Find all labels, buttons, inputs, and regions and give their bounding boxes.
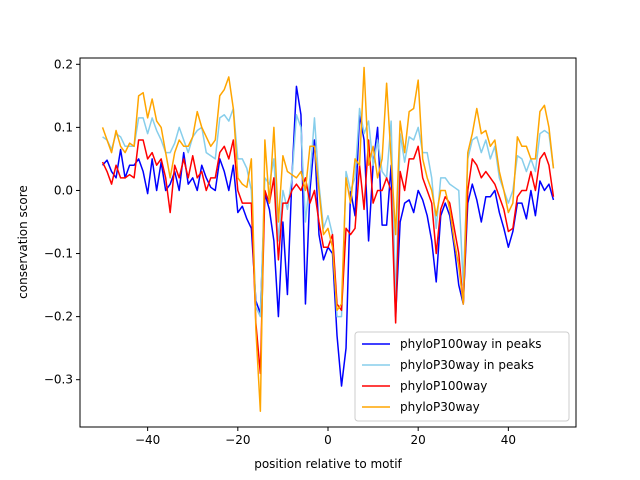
y-tick-label: −0.2 xyxy=(44,310,73,324)
legend-label: phyloP100way in peaks xyxy=(400,337,542,351)
legend-label: phyloP100way xyxy=(400,379,487,393)
y-tick-label: 0.1 xyxy=(54,120,73,134)
y-tick-label: 0.0 xyxy=(54,183,73,197)
y-tick-label: −0.1 xyxy=(44,247,73,261)
y-tick-label: −0.3 xyxy=(44,373,73,387)
legend: phyloP100way in peaks phyloP30way in peak… xyxy=(355,332,569,421)
x-tick-label: 0 xyxy=(324,433,332,447)
x-tick-label: 40 xyxy=(501,433,516,447)
y-tick-label: 0.2 xyxy=(54,57,73,71)
x-tick-label: −20 xyxy=(225,433,250,447)
y-axis-label: conservation score xyxy=(16,185,30,299)
x-axis-label: position relative to motif xyxy=(254,457,402,471)
x-tick-label: −40 xyxy=(135,433,160,447)
x-tick-label: 20 xyxy=(411,433,426,447)
line-chart: −40 −20 0 20 40 −0.3 −0.2 −0.1 0.0 0.1 0.2 positi… xyxy=(0,0,640,480)
legend-label: phyloP30way xyxy=(400,400,480,414)
legend-label: phyloP30way in peaks xyxy=(400,358,534,372)
